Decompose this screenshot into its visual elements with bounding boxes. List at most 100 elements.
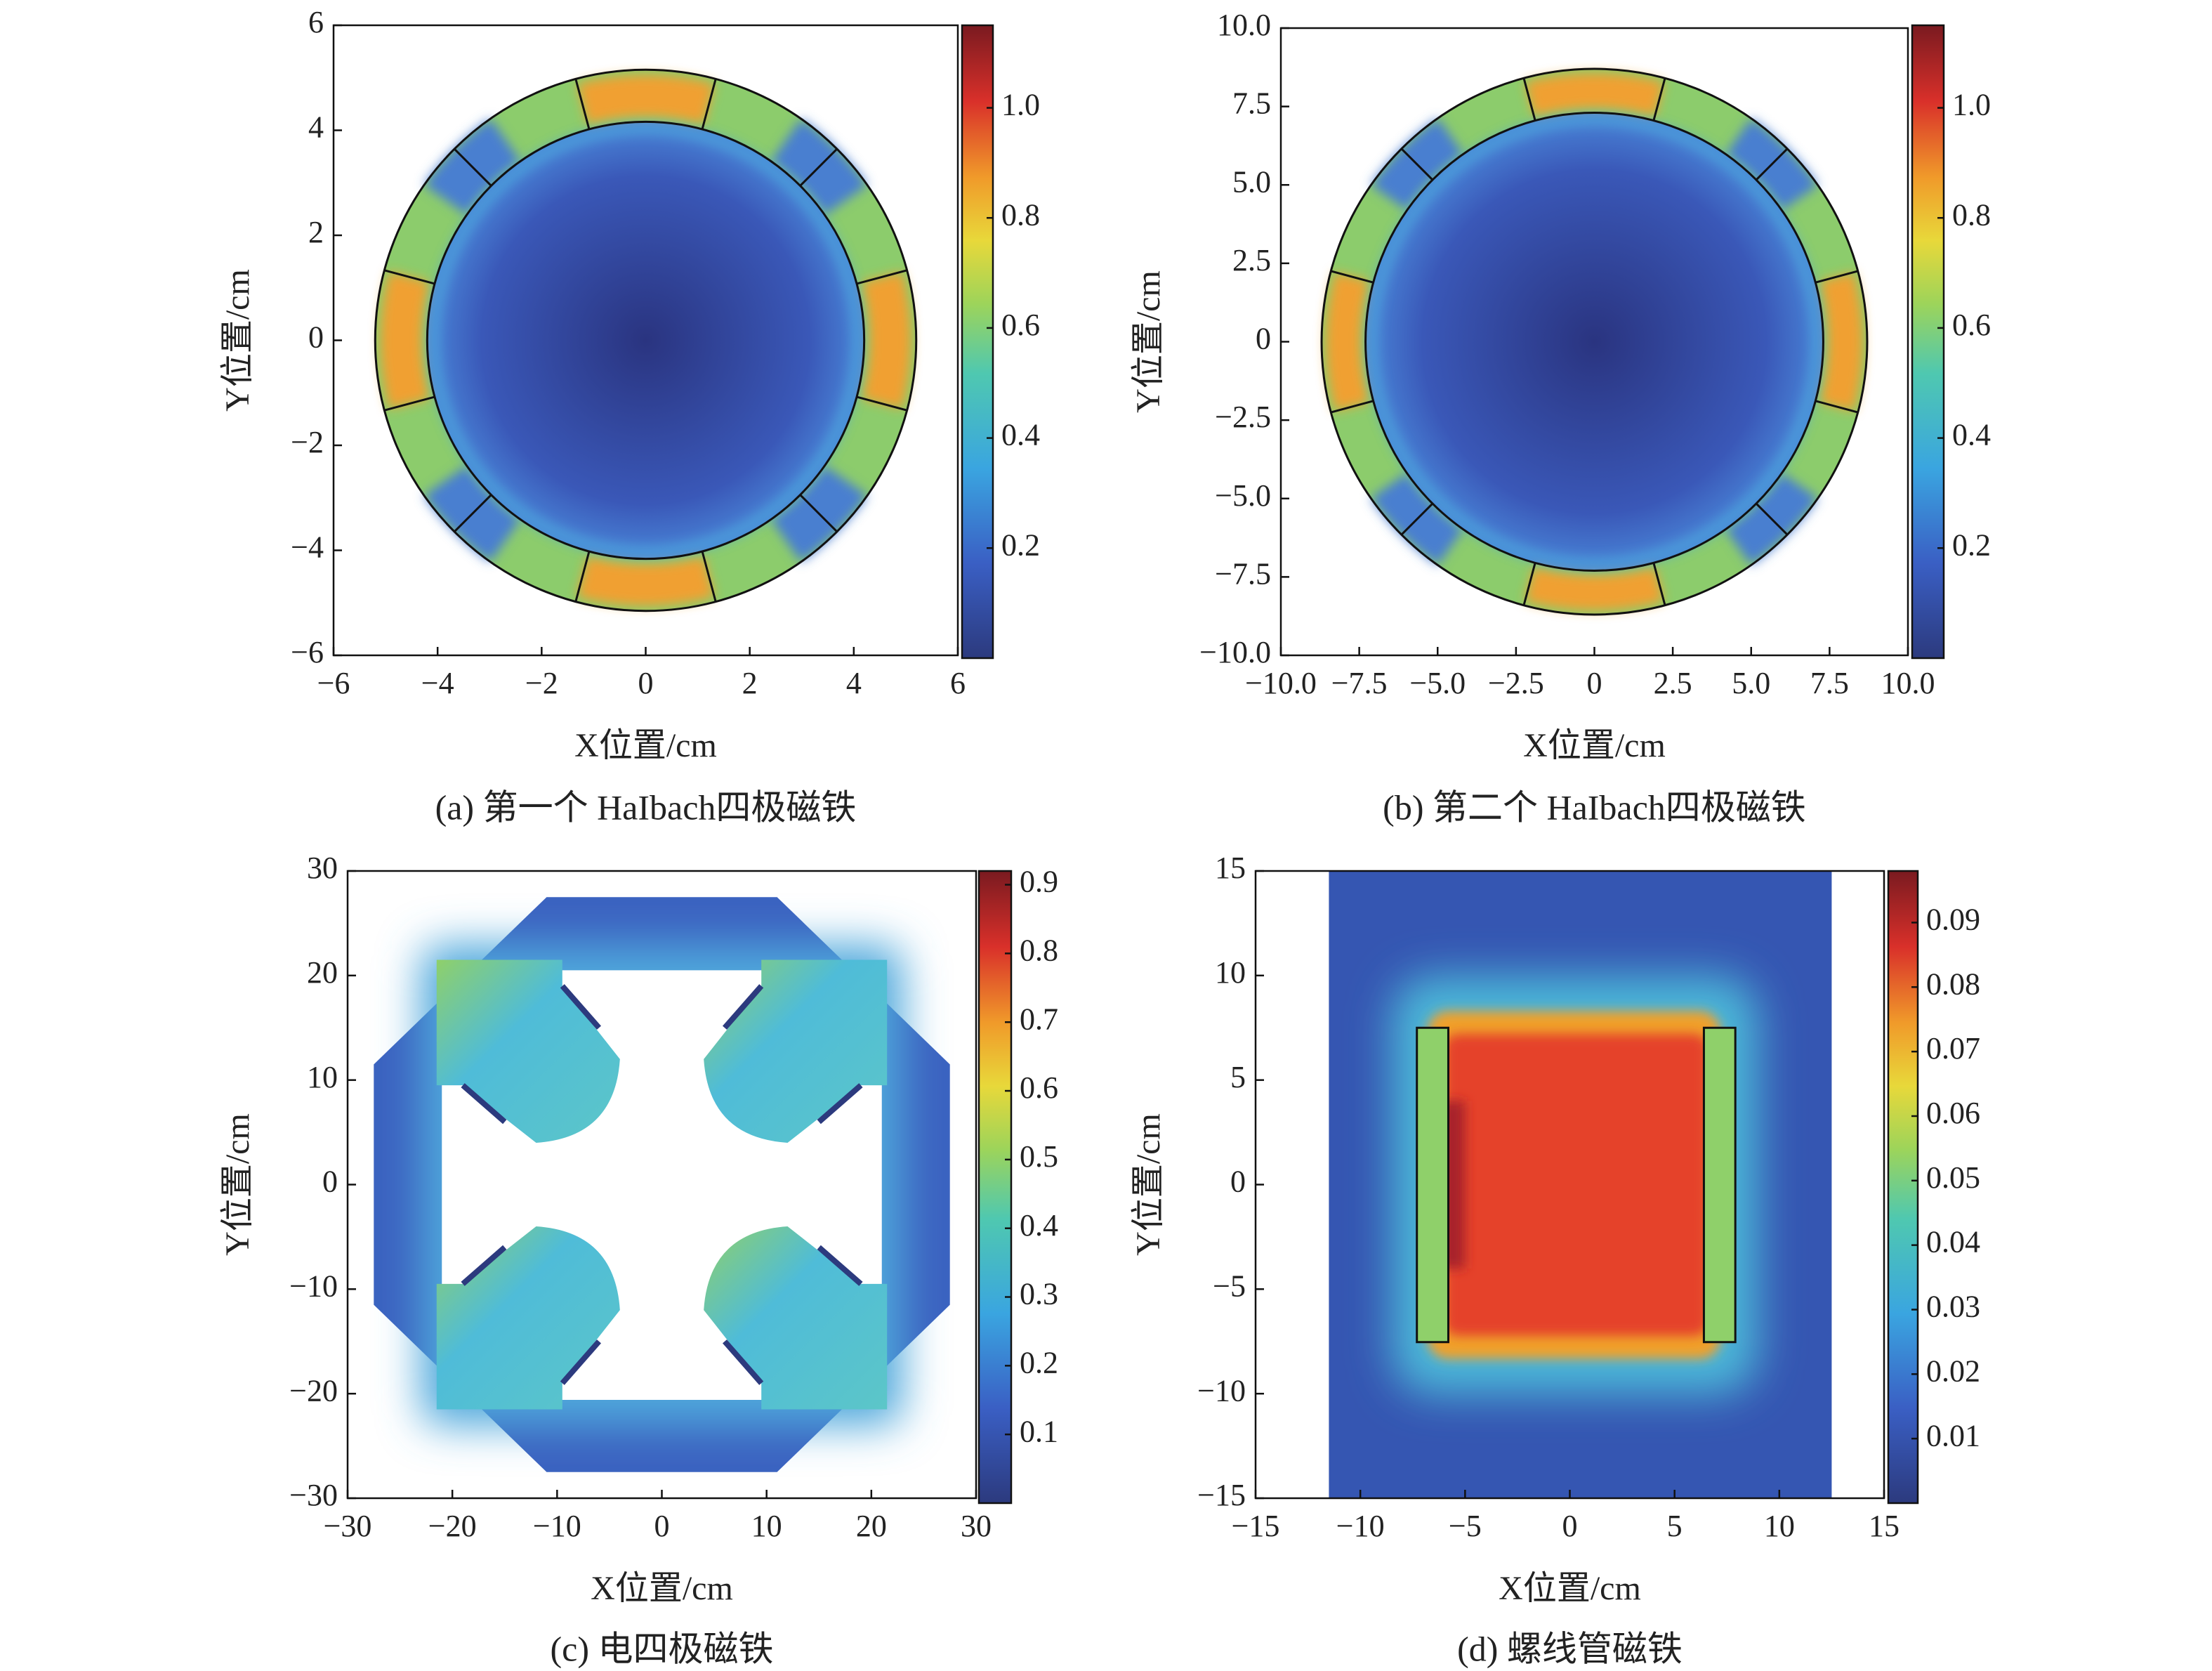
pole-lobe <box>436 959 620 1143</box>
caption: (b) 第二个 HaIbach四极磁铁 <box>1383 787 1806 827</box>
pole-face <box>817 1245 863 1286</box>
x-tick-label: 6 <box>950 666 966 700</box>
y-tick-label: −5 <box>1213 1269 1246 1303</box>
x-tick-label: −5.0 <box>1409 666 1466 700</box>
pole-face <box>722 1339 764 1385</box>
x-axis-label: X位置/cm <box>1499 1570 1641 1607</box>
pole-face <box>722 984 764 1030</box>
y-axis-label: Y位置/cm <box>219 1113 256 1256</box>
colorbar-tick-label: 0.09 <box>1926 903 1980 937</box>
y-tick-label: 10 <box>307 1060 338 1094</box>
y-tick-label: 0 <box>1256 322 1271 356</box>
inner-field <box>427 122 864 559</box>
y-tick-label: 5 <box>1230 1060 1246 1094</box>
colorbar-tick-label: 0.2 <box>1001 527 1040 562</box>
y-axis-label: Y位置/cm <box>1130 270 1167 413</box>
pole-face <box>461 1083 507 1125</box>
segment-line <box>799 148 838 187</box>
segment-line <box>1755 148 1789 181</box>
x-tick-label: 10.0 <box>1881 666 1935 700</box>
x-tick-label: 15 <box>1869 1509 1900 1543</box>
colorbar-tick-label: 0.05 <box>1926 1160 1980 1195</box>
segment-line <box>1330 400 1374 414</box>
segment-line <box>799 494 838 532</box>
x-tick-label: −5 <box>1449 1509 1482 1543</box>
colorbar-tick-label: 0.4 <box>1001 418 1040 452</box>
pole-face <box>560 1339 602 1385</box>
segment-line <box>1522 562 1536 606</box>
y-tick-label: −20 <box>289 1373 338 1408</box>
inner-field <box>1365 112 1824 571</box>
ring-hot <box>1326 73 1863 610</box>
y-tick-label: −10.0 <box>1199 635 1271 669</box>
segment-line <box>1755 502 1789 536</box>
x-tick-label: 4 <box>846 666 862 700</box>
y-tick-label: 15 <box>1215 851 1246 885</box>
y-tick-label: 5.0 <box>1232 164 1271 199</box>
x-axis-label: X位置/cm <box>591 1570 733 1607</box>
x-tick-label: 0 <box>638 666 654 700</box>
x-tick-label: −30 <box>324 1509 372 1543</box>
colorbar-tick-label: 0.08 <box>1926 966 1980 1001</box>
segment-line <box>1400 502 1434 536</box>
colorbar-tick-label: 0.03 <box>1926 1290 1980 1324</box>
pole-lobe <box>436 1226 620 1410</box>
x-tick-label: 0 <box>1587 666 1602 700</box>
segment-line <box>1815 400 1859 414</box>
colorbar-tick-label: 0.2 <box>1952 527 1991 562</box>
x-tick-label: 7.5 <box>1810 666 1849 700</box>
y-tick-label: −10 <box>289 1269 338 1303</box>
ring-outline <box>426 120 866 561</box>
x-tick-label: 5.0 <box>1732 666 1770 700</box>
caption: (c) 电四极磁铁 <box>551 1629 774 1668</box>
x-tick-label: −20 <box>428 1509 477 1543</box>
segment-line <box>856 269 907 285</box>
colorbar-tick-label: 0.1 <box>1020 1414 1058 1448</box>
y-tick-label: −15 <box>1197 1478 1246 1512</box>
colorbar-tick-label: 0.9 <box>1020 865 1058 899</box>
colorbar-tick-label: 0.01 <box>1926 1418 1980 1453</box>
y-tick-label: 2 <box>308 215 324 249</box>
segment-line <box>454 494 492 532</box>
y-tick-label: −5.0 <box>1215 478 1271 513</box>
x-tick-label: 10 <box>751 1509 782 1543</box>
x-tick-label: −2.5 <box>1488 666 1544 700</box>
x-tick-label: −10 <box>1336 1509 1385 1543</box>
y-tick-label: −30 <box>289 1478 338 1512</box>
colorbar <box>1887 870 1919 1505</box>
x-tick-label: −10.0 <box>1245 666 1317 700</box>
y-tick-label: −2 <box>291 425 324 459</box>
y-tick-label: −10 <box>1197 1373 1246 1408</box>
x-tick-label: −15 <box>1232 1509 1280 1543</box>
colorbar <box>1911 24 1945 660</box>
y-tick-label: 0 <box>1230 1165 1246 1199</box>
inner-edge <box>428 123 863 558</box>
segment-line <box>384 269 435 285</box>
y-tick-label: 6 <box>308 5 324 39</box>
y-tick-label: 2.5 <box>1232 243 1271 277</box>
segment-line <box>701 79 717 130</box>
y-tick-label: 20 <box>307 955 338 990</box>
pole-face <box>560 984 602 1030</box>
segment-line <box>1815 270 1859 284</box>
ring-hot <box>380 74 911 606</box>
colorbar-tick-label: 1.0 <box>1952 88 1991 122</box>
y-tick-label: −4 <box>291 530 324 565</box>
colorbar-tick-label: 0.6 <box>1001 308 1040 342</box>
x-tick-label: 20 <box>856 1509 887 1543</box>
y-tick-label: −2.5 <box>1215 400 1271 434</box>
segment-line <box>1522 77 1536 122</box>
pole-lobe <box>704 959 888 1143</box>
colorbar-tick-label: 0.5 <box>1020 1139 1058 1174</box>
segment-line <box>454 148 492 187</box>
x-tick-label: −4 <box>421 666 454 700</box>
x-axis-label: X位置/cm <box>1523 727 1666 764</box>
y-tick-label: 30 <box>307 851 338 885</box>
colorbar-tick-label: 0.6 <box>1952 308 1991 342</box>
pole-lobe <box>704 1226 888 1410</box>
segment-line <box>384 395 435 412</box>
hot <box>1444 1034 1709 1336</box>
y-tick-label: 10 <box>1215 955 1246 990</box>
colorbar-tick-label: 0.4 <box>1952 418 1991 452</box>
